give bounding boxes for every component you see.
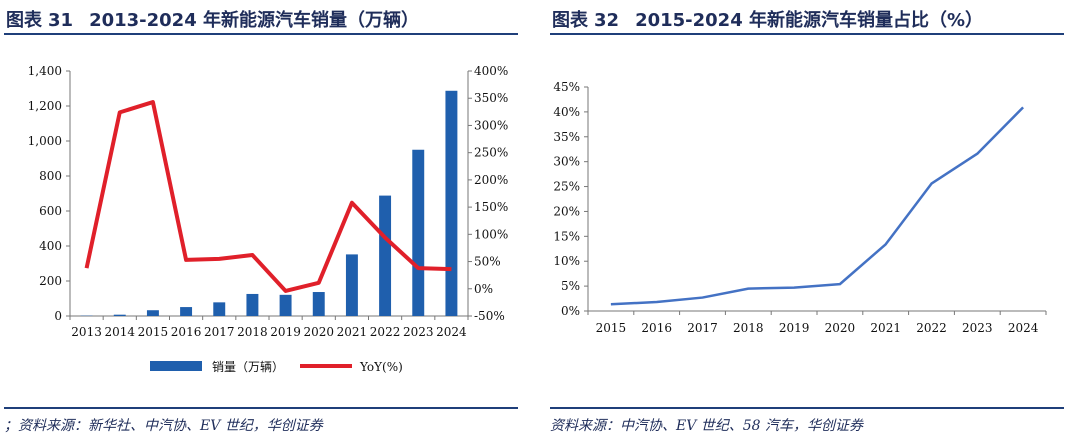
- y-tick-label: 35%: [553, 130, 580, 144]
- x-tick-label: 2021: [870, 321, 901, 335]
- y-tick-label-left: 1,000: [28, 134, 62, 148]
- figure-title-text: 2013-2024 年新能源汽车销量（万辆）: [89, 10, 419, 31]
- x-tick-label: 2022: [370, 325, 401, 339]
- series-line-share: [610, 106, 1024, 306]
- bar: [213, 302, 226, 316]
- y-tick-label-right: 300%: [474, 118, 508, 132]
- x-tick-label: 2018: [237, 325, 268, 339]
- source-note: 资料来源：中汽协、EV 世纪、58 汽车，华创证券: [550, 418, 864, 434]
- x-tick-label: 2015: [138, 325, 169, 339]
- y-tick-label: 20%: [553, 204, 580, 218]
- y-tick-label-left: 800: [39, 169, 62, 183]
- y-tick-label: 25%: [553, 180, 580, 194]
- bar: [246, 293, 259, 316]
- y-tick-label-left: 200: [39, 274, 62, 288]
- x-tick-label: 2014: [104, 325, 135, 339]
- x-tick-label: 2020: [825, 321, 856, 335]
- bar: [379, 195, 392, 316]
- y-tick-label: 30%: [553, 155, 580, 169]
- bar: [412, 149, 425, 316]
- chart-panel-sales: 图表 31 2013-2024 年新能源汽车销量（万辆） 0 200 400 600 800…: [0, 0, 520, 440]
- chart-panel-share: 图表 32 2015-2024 年新能源汽车销量占比（%） 0% 5% 10% 15% 20…: [546, 0, 1066, 440]
- y-tick-label: 10%: [553, 254, 580, 268]
- bar: [113, 314, 126, 316]
- x-tick-label: 2023: [403, 325, 434, 339]
- bar: [345, 254, 358, 316]
- x-tick-label: 2024: [436, 325, 467, 339]
- x-tick-label: 2018: [733, 321, 764, 335]
- figure-label: 图表: [552, 10, 588, 31]
- y-tick-label-right: -50%: [474, 309, 505, 323]
- y-tick-label-right: 350%: [474, 91, 508, 105]
- y-tick-label: 40%: [553, 105, 580, 119]
- y-tick-label-right: 250%: [474, 146, 508, 160]
- y-tick-label: 45%: [553, 80, 580, 94]
- bar: [279, 294, 292, 316]
- bar: [445, 90, 458, 317]
- source-note: ；资料来源：新华社、中汽协、EV 世纪，华创证券: [4, 418, 323, 434]
- title-rule: [4, 33, 518, 35]
- figure-number: 32: [594, 10, 620, 31]
- legend-label-line: YoY(%): [359, 360, 403, 374]
- y-tick-label-left: 1,400: [28, 64, 62, 78]
- y-tick-label-left: 0: [54, 309, 62, 323]
- x-tick-label: 2021: [337, 325, 368, 339]
- figure-title-text: 2015-2024 年新能源汽车销量占比（%）: [635, 10, 984, 31]
- series-line-yoy: [84, 100, 452, 293]
- y-tick-label-right: 200%: [474, 173, 508, 187]
- y-tick-label-right: 100%: [474, 227, 508, 241]
- bar: [146, 310, 159, 316]
- source-rule: [4, 407, 518, 409]
- y-tick-label-right: 50%: [474, 255, 501, 269]
- figure-title: 图表 31 2013-2024 年新能源汽车销量（万辆）: [6, 6, 419, 32]
- bar: [180, 307, 193, 316]
- sales-combo-chart: 0 200 400 600 800 1,000 1,200 1,400 -50% 0% 50% 100…: [28, 64, 509, 374]
- y-tick-label-left: 600: [39, 204, 62, 218]
- title-rule: [550, 33, 1064, 35]
- x-tick-label: 2017: [204, 325, 235, 339]
- y-tick-label-left: 400: [39, 239, 62, 253]
- bar: [312, 292, 325, 316]
- x-tick-label: 2013: [71, 325, 102, 339]
- figure-title: 图表 32 2015-2024 年新能源汽车销量占比（%）: [552, 6, 983, 32]
- y-tick-label: 5%: [561, 279, 580, 293]
- x-tick-label: 2023: [962, 321, 993, 335]
- figure-label: 图表: [6, 10, 42, 31]
- legend-label-bar: 销量（万辆）: [212, 360, 284, 374]
- x-tick-label: 2016: [171, 325, 202, 339]
- y-tick-label-right: 0%: [474, 282, 493, 296]
- legend-swatch-bar: [150, 361, 202, 371]
- source-rule: [550, 407, 1064, 409]
- x-tick-label: 2019: [779, 321, 810, 335]
- x-tick-label: 2015: [596, 321, 627, 335]
- y-tick-label-right: 150%: [474, 200, 508, 214]
- y-tick-label-right: 400%: [474, 64, 508, 78]
- x-tick-label: 2016: [641, 321, 672, 335]
- share-line-chart: 0% 5% 10% 15% 20% 25% 30% 35% 40% 45% 2015 2016 2017…: [553, 80, 1047, 335]
- x-tick-label: 2020: [303, 325, 334, 339]
- x-tick-label: 2017: [687, 321, 718, 335]
- figure-number: 31: [48, 10, 74, 31]
- y-tick-label-left: 1,200: [28, 99, 62, 113]
- y-tick-label: 15%: [553, 229, 580, 243]
- y-tick-label: 0%: [561, 304, 580, 318]
- x-tick-label: 2019: [270, 325, 301, 339]
- x-tick-label: 2024: [1008, 321, 1039, 335]
- x-tick-label: 2022: [916, 321, 947, 335]
